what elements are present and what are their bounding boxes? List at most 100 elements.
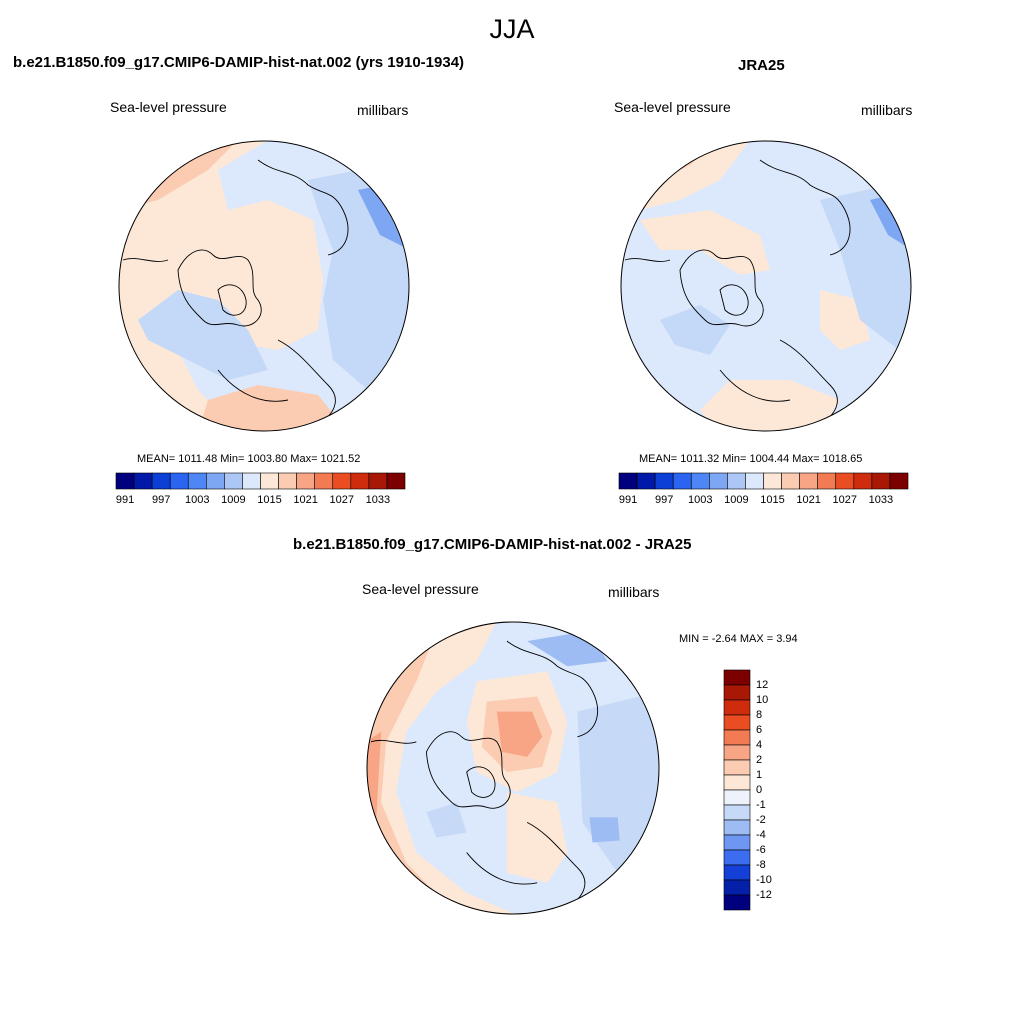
panel-3-stats: MIN = -2.64 MAX = 3.94	[679, 633, 798, 645]
colorbar-swatch	[151, 472, 171, 490]
panel-3-title: b.e21.B1850.f09_g17.CMIP6-DAMIP-hist-nat…	[293, 536, 692, 553]
colorbar-tick-label: 2	[756, 754, 763, 766]
colorbar-swatch	[723, 699, 751, 716]
colorbar-swatch	[763, 472, 782, 490]
colorbar-swatch	[206, 472, 225, 490]
colorbar-tick-label: 6	[756, 724, 763, 736]
colorbar-tick-label: 1009	[724, 494, 749, 506]
colorbar-swatch	[224, 472, 243, 490]
colorbar-swatch	[889, 472, 909, 490]
colorbar-swatch	[709, 472, 728, 490]
colorbar-swatch	[187, 472, 207, 490]
colorbar-swatch	[723, 894, 751, 911]
colorbar-swatch	[723, 744, 751, 761]
colorbar-swatch	[672, 472, 692, 490]
colorbar-swatch	[296, 472, 315, 490]
colorbar-swatch	[723, 669, 751, 686]
colorbar-tick-label: -4	[756, 829, 766, 841]
colorbar-swatch	[723, 684, 751, 701]
colorbar-swatch	[618, 472, 638, 490]
panel-1-units-label: millibars	[357, 102, 409, 118]
colorbar-tick-label: 1033	[868, 494, 894, 506]
colorbar-swatch	[723, 879, 751, 896]
colorbar-tick-label: 997	[654, 494, 674, 506]
colorbar-swatch	[169, 472, 189, 490]
colorbar-tick-label: -1	[756, 799, 766, 811]
panel-3-variable-label: Sea-level pressure	[362, 581, 479, 597]
colorbar-tick-label: 1021	[796, 494, 821, 506]
panel-2-title: JRA25	[738, 57, 785, 74]
panel-3-units-label: millibars	[608, 584, 660, 600]
panel-2-units-label: millibars	[861, 102, 913, 118]
colorbar-tick-label: 1003	[688, 494, 713, 506]
colorbar-swatch	[723, 714, 751, 731]
colorbar-tick-label: 1	[756, 769, 763, 781]
colorbar-swatch	[723, 789, 751, 806]
colorbar-tick-label: 1003	[185, 494, 210, 506]
colorbar-tick-label: 0	[756, 784, 763, 796]
colorbar-tick-label: -12	[756, 889, 772, 901]
colorbar-tick-label: -10	[756, 874, 772, 886]
colorbar-swatch	[332, 472, 352, 490]
colorbar-tick-label: 10	[756, 694, 769, 706]
panel-1-colorbar-ticks: 991 997 1003 1009 1015 1021 1027 1033	[116, 494, 405, 508]
panel-2-colorbar	[618, 472, 909, 490]
colorbar-swatch	[781, 472, 800, 490]
colorbar-tick-label: 1033	[365, 494, 391, 506]
panel-2-stats: MEAN= 1011.32 Min= 1004.44 Max= 1018.65	[639, 453, 863, 465]
panel-3-colorbar-ticks: 12 10 8 6 4 2 1 0 -1 -2 -4 -6 -8 -10 -12	[756, 670, 796, 910]
panel-2-variable-label: Sea-level pressure	[614, 99, 731, 115]
colorbar-swatch	[745, 472, 764, 490]
colorbar-tick-label: -2	[756, 814, 766, 826]
colorbar-tick-label: 1009	[221, 494, 246, 506]
colorbar-swatch	[350, 472, 370, 490]
colorbar-swatch	[723, 864, 751, 881]
colorbar-swatch	[723, 774, 751, 791]
colorbar-swatch	[727, 472, 746, 490]
colorbar-tick-label: 1021	[293, 494, 318, 506]
colorbar-tick-label: 991	[618, 494, 638, 506]
colorbar-swatch	[853, 472, 873, 490]
colorbar-swatch	[723, 834, 751, 851]
colorbar-tick-label: 8	[756, 709, 763, 721]
colorbar-swatch	[314, 472, 334, 490]
colorbar-swatch	[723, 849, 751, 866]
colorbar-swatch	[690, 472, 710, 490]
colorbar-tick-label: 12	[756, 679, 769, 691]
colorbar-tick-label: 1027	[832, 494, 858, 506]
colorbar-swatch	[817, 472, 837, 490]
colorbar-swatch	[723, 759, 751, 776]
colorbar-tick-label: 997	[151, 494, 171, 506]
colorbar-swatch	[133, 472, 153, 490]
colorbar-tick-label: 1015	[760, 494, 785, 506]
colorbar-swatch	[636, 472, 656, 490]
colorbar-swatch	[723, 819, 751, 836]
colorbar-tick-label: 991	[115, 494, 135, 506]
colorbar-swatch	[723, 729, 751, 746]
panel-3-colorbar	[723, 669, 751, 911]
panel-1-polar-map	[118, 140, 410, 432]
panel-1-variable-label: Sea-level pressure	[110, 99, 227, 115]
colorbar-tick-label: 1015	[257, 494, 282, 506]
panel-3-polar-map	[366, 621, 660, 915]
colorbar-swatch	[278, 472, 297, 490]
colorbar-swatch	[386, 472, 406, 490]
colorbar-swatch	[835, 472, 855, 490]
colorbar-tick-label: -6	[756, 844, 766, 856]
figure-title: JJA	[489, 14, 535, 44]
colorbar-swatch	[368, 472, 388, 490]
colorbar-tick-label: 1027	[329, 494, 355, 506]
colorbar-swatch	[871, 472, 891, 490]
panel-2-colorbar-ticks: 991 997 1003 1009 1015 1021 1027 1033	[619, 494, 908, 508]
colorbar-swatch	[242, 472, 261, 490]
panel-1-colorbar	[115, 472, 406, 490]
colorbar-tick-label: -8	[756, 859, 766, 871]
colorbar-swatch	[799, 472, 818, 490]
panel-1-title: b.e21.B1850.f09_g17.CMIP6-DAMIP-hist-nat…	[13, 54, 465, 71]
colorbar-swatch	[654, 472, 674, 490]
colorbar-swatch	[260, 472, 279, 490]
colorbar-swatch	[115, 472, 135, 490]
colorbar-swatch	[723, 804, 751, 821]
colorbar-tick-label: 4	[756, 739, 763, 751]
panel-1-stats: MEAN= 1011.48 Min= 1003.80 Max= 1021.52	[137, 453, 361, 465]
